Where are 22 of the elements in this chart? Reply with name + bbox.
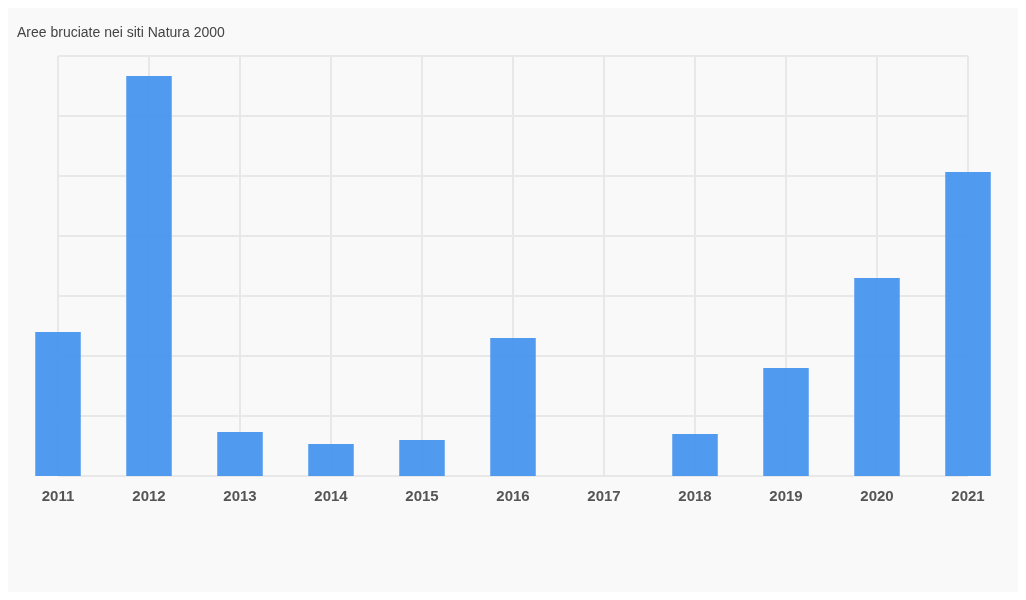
x-tick-label: 2018	[678, 487, 712, 504]
bar	[35, 332, 81, 476]
bar	[945, 172, 991, 476]
bar	[854, 278, 900, 476]
bar	[672, 434, 718, 476]
x-tick-label: 2021	[951, 487, 985, 504]
x-tick-label: 2011	[41, 487, 75, 504]
bar	[399, 440, 445, 476]
x-tick-label: 2013	[223, 487, 257, 504]
x-tick-label: 2016	[496, 487, 530, 504]
bar	[126, 76, 172, 476]
x-tick-label: 2014	[314, 487, 349, 504]
bar	[490, 338, 536, 476]
bar	[763, 368, 809, 476]
x-tick-label: 2020	[860, 487, 894, 504]
x-tick-label: 2015	[405, 487, 439, 504]
x-tick-label: 2017	[587, 487, 621, 504]
x-tick-label: 2019	[769, 487, 803, 504]
chart-title: Aree bruciate nei siti Natura 2000	[17, 24, 225, 40]
bar	[217, 432, 263, 476]
bar	[308, 444, 354, 476]
x-tick-label: 2012	[132, 487, 166, 504]
